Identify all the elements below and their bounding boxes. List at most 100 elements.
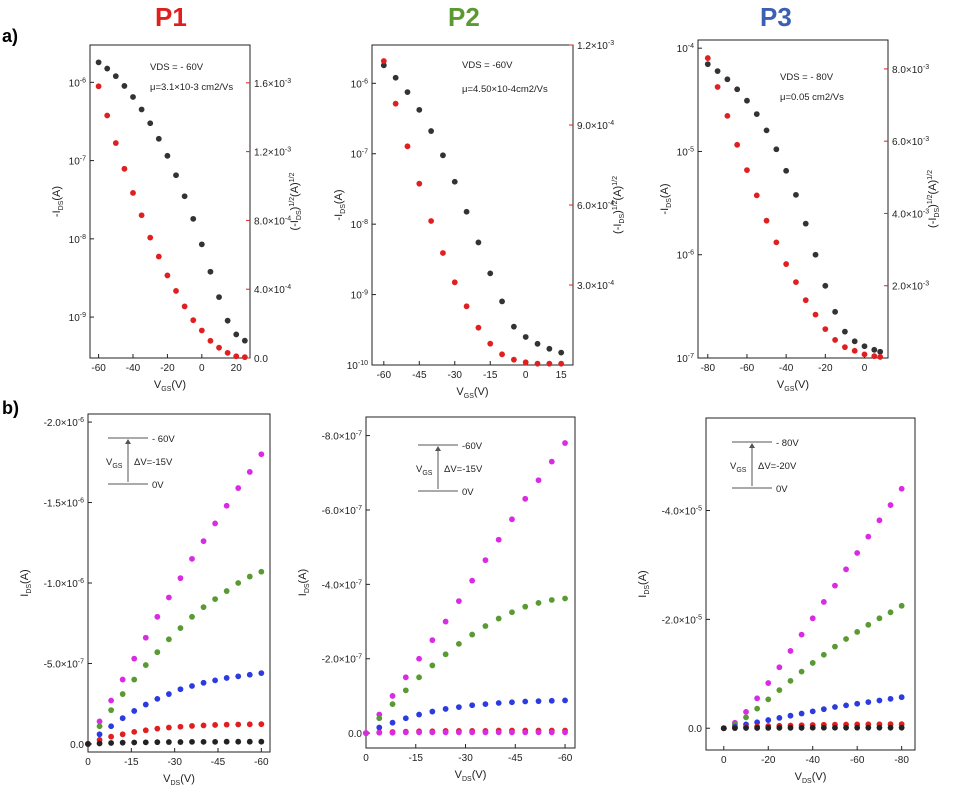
data-point-sqrt-ids — [802, 297, 809, 304]
y-right-tick-label: 4.0×10-4 — [254, 284, 291, 296]
data-point-ids — [787, 677, 794, 684]
x-tick-label: -60 — [377, 370, 392, 381]
data-point-ids — [734, 86, 741, 93]
data-point-ids — [743, 709, 749, 715]
data-point-ids — [416, 711, 422, 718]
data-point-ids — [534, 340, 541, 347]
data-point-ids — [820, 599, 827, 605]
data-point-ids — [765, 696, 772, 703]
y-right-axis-label: (-IDS)1/2(A)1/2 — [927, 170, 941, 228]
data-point-ids — [843, 702, 849, 709]
legend-step-label: ΔV=-15V — [444, 464, 483, 475]
data-point-ids — [562, 595, 568, 602]
data-point-ids — [119, 731, 126, 738]
x-tick-label: 0 — [85, 757, 91, 768]
data-point-ids — [177, 739, 184, 745]
x-tick-label: -20 — [761, 755, 776, 766]
data-point-ids — [212, 596, 219, 602]
data-point-ids — [402, 674, 409, 681]
data-point-ids — [119, 691, 126, 697]
data-point-ids — [380, 62, 387, 69]
legend-top-label: - 60V — [152, 434, 175, 445]
x-tick-label: 0 — [721, 755, 727, 766]
data-point-ids — [235, 580, 242, 586]
data-point-ids — [212, 520, 219, 527]
x-tick-label: -60 — [740, 363, 755, 374]
data-point-sqrt-ids — [392, 100, 399, 107]
data-point-ids — [442, 729, 449, 736]
y-tick-label: -5.0×10-7 — [44, 658, 85, 670]
data-point-ids — [535, 600, 542, 606]
data-point-ids — [482, 623, 489, 629]
data-point-ids — [142, 739, 149, 746]
data-point-ids — [743, 714, 749, 721]
data-point-sqrt-ids — [773, 239, 780, 246]
data-point-ids — [469, 702, 476, 709]
x-axis-label: VDS(V) — [795, 771, 827, 785]
y-tick-label: -4.0×10-7 — [322, 579, 363, 591]
data-point-ids — [258, 451, 265, 458]
data-point-ids — [793, 191, 799, 198]
data-point-ids — [429, 708, 436, 715]
data-point-ids — [165, 636, 172, 643]
data-point-ids — [802, 220, 809, 227]
data-point-sqrt-ids — [475, 324, 482, 331]
data-point-ids — [164, 152, 171, 159]
data-point-ids — [108, 740, 115, 746]
data-point-sqrt-ids — [871, 353, 878, 360]
data-point-ids — [198, 241, 205, 248]
data-point-ids — [121, 83, 128, 89]
y-tick-label: 0.0 — [348, 729, 362, 740]
y-left-tick-label: 10-6 — [351, 78, 368, 90]
y-right-axis-label: (-IDS)1/2(A)1/2 — [612, 176, 626, 234]
data-point-ids — [429, 662, 436, 669]
y-left-tick-label: 10-7 — [351, 149, 368, 161]
data-point-ids — [898, 694, 905, 701]
data-point-ids — [402, 687, 409, 694]
data-point-ids — [402, 715, 409, 722]
data-point-ids — [898, 724, 905, 731]
data-point-ids — [787, 712, 794, 719]
annotation: μ=0.05 cm2/Vs — [780, 92, 844, 103]
y-left-tick-label: 10-9 — [69, 312, 86, 324]
data-point-ids — [429, 729, 436, 736]
data-point-ids — [200, 679, 207, 686]
x-tick-label: -30 — [448, 370, 463, 381]
data-point-ids — [724, 76, 731, 83]
y-axis-label: IDS(A) — [297, 569, 311, 596]
data-point-ids — [224, 317, 231, 324]
data-point-ids — [809, 660, 816, 666]
data-point-sqrt-ids — [233, 353, 240, 360]
x-tick-label: 0 — [862, 363, 868, 374]
data-point-ids — [142, 634, 149, 641]
panel-title-p1: P1 — [155, 2, 187, 32]
x-axis-label: VGS(V) — [777, 379, 809, 393]
data-point-ids — [776, 664, 783, 671]
data-point-ids — [212, 677, 219, 684]
data-point-ids — [147, 120, 154, 127]
y-right-tick-label: 4.0×10-3 — [892, 208, 929, 220]
data-point-ids — [522, 603, 529, 610]
data-point-ids — [235, 673, 242, 680]
data-point-ids — [787, 724, 794, 731]
data-point-ids — [363, 730, 369, 737]
data-point-ids — [455, 704, 462, 710]
data-point-ids — [258, 721, 265, 728]
data-point-ids — [108, 723, 115, 730]
x-tick-label: -40 — [779, 363, 794, 374]
legend-vgs-label: VGS — [106, 457, 123, 470]
x-axis-label: VGS(V) — [456, 386, 488, 400]
annotation: VDS = - 60V — [150, 62, 204, 73]
data-point-ids — [442, 618, 449, 625]
data-point-sqrt-ids — [440, 250, 446, 256]
data-point-sqrt-ids — [783, 261, 790, 267]
data-point-ids — [832, 582, 838, 589]
y-right-tick-label: 1.2×10-3 — [254, 147, 291, 159]
data-point-sqrt-ids — [198, 327, 205, 334]
data-point-ids — [154, 695, 161, 702]
data-point-ids — [246, 671, 253, 678]
data-point-ids — [235, 485, 242, 491]
panel-title-p2: P2 — [448, 2, 480, 32]
data-point-ids — [877, 348, 884, 355]
data-point-ids — [142, 662, 149, 668]
